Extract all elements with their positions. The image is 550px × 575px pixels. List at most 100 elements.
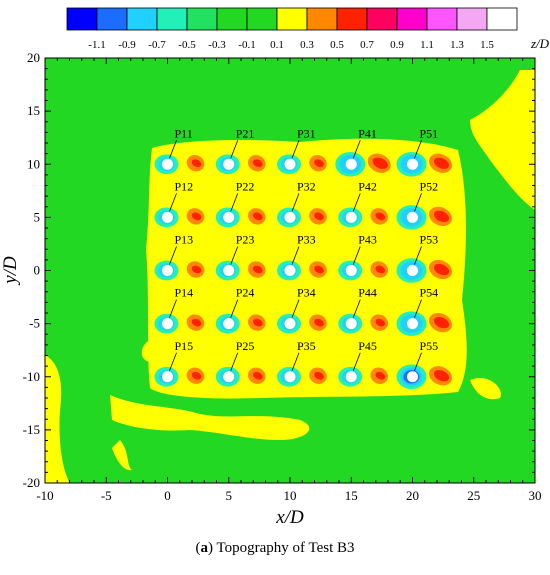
pile-label: P32 xyxy=(297,179,316,193)
caption-open-paren: ( xyxy=(195,540,201,556)
deposition-peak xyxy=(314,159,324,168)
pile-leader-line xyxy=(291,193,300,212)
pile-p22: P22 xyxy=(214,179,266,231)
colorbar-tick-label: 0.1 xyxy=(270,39,284,51)
pile-p25: P25 xyxy=(214,339,266,390)
pile-circle xyxy=(223,371,235,383)
deposition-peak xyxy=(375,212,386,221)
colorbar-tick-label: -1.1 xyxy=(88,39,105,51)
deposition-peak xyxy=(314,265,324,274)
deposition-peak xyxy=(252,159,263,168)
pile-leader-line xyxy=(230,352,239,371)
colorbar-swatch xyxy=(396,7,428,31)
x-tick-label: 25 xyxy=(467,488,480,503)
caption-letter: a xyxy=(200,540,209,556)
colorbar-swatch xyxy=(276,7,308,31)
pile-circle xyxy=(284,265,296,276)
pile-label: P31 xyxy=(297,126,316,140)
colorbar-swatch xyxy=(306,7,338,31)
x-tick-label: 15 xyxy=(345,488,358,503)
pile-p54: P54 xyxy=(394,286,453,339)
deposition-peak xyxy=(375,318,386,327)
pile-label: P52 xyxy=(420,179,439,193)
colorbar-swatch xyxy=(66,7,98,31)
pile-leader-line xyxy=(230,193,239,212)
pile-circle xyxy=(345,158,357,170)
deposition-peak xyxy=(433,370,450,382)
y-tick-label: 20 xyxy=(27,50,40,65)
pile-label: P14 xyxy=(175,286,194,300)
pile-leader-line xyxy=(291,140,300,159)
deposition-peak xyxy=(191,265,202,274)
x-tick-label: 30 xyxy=(529,488,542,503)
x-tick-label: -10 xyxy=(36,488,53,503)
pile-leader-line xyxy=(291,299,300,318)
pile-circle xyxy=(407,318,418,330)
pile-p52: P52 xyxy=(394,179,453,233)
pile-circle xyxy=(345,265,357,276)
pile-circle xyxy=(162,265,173,276)
pile-p12: P12 xyxy=(153,179,205,231)
x-tick-label: 20 xyxy=(406,488,419,503)
pile-circle xyxy=(407,211,418,223)
pile-p14: P14 xyxy=(153,286,205,337)
pile-label: P21 xyxy=(236,126,255,140)
colorbar-label: z/D xyxy=(530,36,550,51)
pile-p35: P35 xyxy=(276,339,327,390)
pile-label: P13 xyxy=(175,233,194,247)
pile-label: P33 xyxy=(297,233,316,247)
pile-label: P43 xyxy=(358,233,377,247)
pile-circle xyxy=(162,211,173,223)
x-tick-label: 0 xyxy=(164,488,171,503)
pile-label: P42 xyxy=(358,179,377,193)
deposition-peak xyxy=(433,157,450,169)
pile-leader-line xyxy=(169,140,177,159)
deposition-peak xyxy=(314,318,324,327)
colorbar-swatch xyxy=(126,7,158,31)
y-tick-label: 10 xyxy=(27,156,40,171)
colorbar-tick-label: -0.5 xyxy=(178,39,196,51)
y-tick-label: -10 xyxy=(23,369,40,384)
pile-leader-line xyxy=(352,193,361,212)
pile-circle xyxy=(345,211,357,223)
pile-leader-line xyxy=(169,193,177,212)
x-tick-label: 10 xyxy=(284,488,297,503)
plot-area: P11 P21 P31 P41 P51 P12 P22 P32 P42 P52 P13 P23 P33 P… xyxy=(45,58,535,483)
pile-markers: P11 P21 P31 P41 P51 P12 P22 P32 P42 P52 P13 P23 P33 P… xyxy=(153,126,453,392)
pile-leader-line xyxy=(414,299,422,318)
deposition-peak xyxy=(252,318,263,327)
pile-circle xyxy=(223,158,235,170)
colorbar-swatch xyxy=(96,7,128,31)
pile-label: P24 xyxy=(236,286,255,300)
pile-p13: P13 xyxy=(153,233,205,284)
deposition-peak xyxy=(191,212,202,221)
pile-leader-line xyxy=(414,193,422,212)
y-tick-label: -20 xyxy=(23,475,40,490)
pile-circle xyxy=(345,318,357,330)
y-tick-label: -15 xyxy=(23,422,40,437)
colorbar-tick-label: 0.9 xyxy=(390,39,404,51)
pile-p34: P34 xyxy=(276,286,327,337)
pile-leader-line xyxy=(230,246,239,265)
pile-leader-line xyxy=(352,352,361,371)
deposition-peak xyxy=(252,212,263,221)
colorbar-tick-label: -0.7 xyxy=(148,39,166,51)
pile-circle xyxy=(162,371,173,383)
pile-circle xyxy=(407,265,418,276)
colorbar-swatch xyxy=(216,7,248,31)
pile-leader-line xyxy=(230,299,239,318)
pile-circle xyxy=(162,158,173,170)
pile-p23: P23 xyxy=(214,233,266,284)
pile-p41: P41 xyxy=(333,126,391,180)
pile-label: P12 xyxy=(175,179,194,193)
pile-label: P11 xyxy=(175,126,193,140)
colorbar-tick-label: -0.9 xyxy=(118,39,136,51)
pile-p42: P42 xyxy=(337,179,389,231)
deposition-peak xyxy=(433,316,450,329)
deposition-peak xyxy=(191,318,202,327)
colorbar-tick-label: 1.5 xyxy=(480,39,494,51)
pile-circle xyxy=(223,211,235,223)
colorbar-swatch xyxy=(156,7,188,31)
x-axis: -10 -5 0 5 10 15 20 25 30 xyxy=(36,58,542,503)
topography-figure: -1.1 -0.9 -0.7 -0.5 -0.3 -0.1 0.1 0.3 0.5 0.7 0.9 1… xyxy=(0,7,550,528)
